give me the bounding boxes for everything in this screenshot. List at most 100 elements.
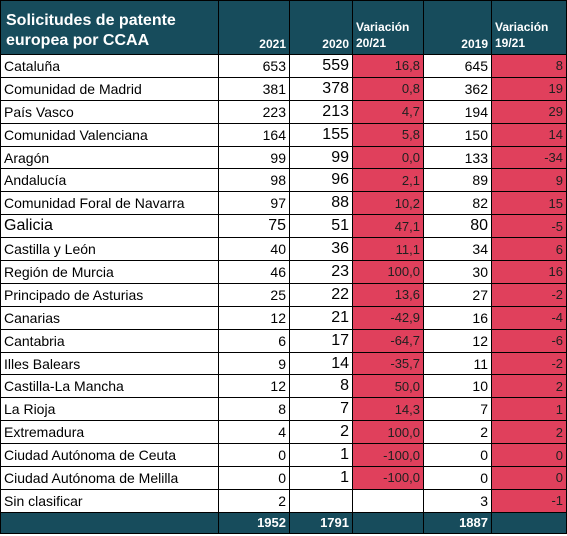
value-2019: 16 [423, 305, 492, 330]
variation-19-21: 0 [491, 443, 567, 468]
header-row: Solicitudes de patente europea por CCAA … [0, 0, 567, 55]
value-2021: 12 [218, 305, 290, 330]
value-2019: 30 [423, 260, 492, 284]
value-2020: 559 [289, 54, 353, 78]
value-2019: 27 [423, 282, 492, 307]
table-row: La Rioja 8 7 14,3 7 1 [0, 397, 567, 422]
totals-label-cell [0, 511, 219, 534]
variation-19-21: 16 [491, 260, 567, 284]
table-row: Cantabria 6 17 -64,7 12 -6 [0, 328, 567, 353]
region-name: Cantabria [0, 328, 219, 353]
value-2019: 0 [423, 443, 492, 468]
variation-19-21: -4 [491, 305, 567, 330]
value-2020: 17 [289, 328, 353, 353]
region-name: Comunidad Foral de Navarra [0, 191, 219, 216]
variation-20-21: 11,1 [352, 237, 424, 262]
value-2020: 14 [289, 351, 353, 376]
variation-19-21: 9 [491, 168, 567, 193]
variation-19-21: 1 [491, 397, 567, 422]
header-2021: 2021 [218, 0, 290, 55]
region-name: Cataluña [0, 54, 219, 78]
variation-19-21: 2 [491, 420, 567, 445]
variation-20-21 [352, 488, 424, 513]
variation-19-21: 29 [491, 99, 567, 124]
variation-20-21: 100,0 [352, 260, 424, 284]
region-name: País Vasco [0, 99, 219, 124]
region-name: La Rioja [0, 397, 219, 422]
value-2020: 7 [289, 397, 353, 422]
region-name: Sin clasificar [0, 488, 219, 513]
value-2019: 133 [423, 145, 492, 170]
variation-20-21: 5,8 [352, 122, 424, 147]
total-var-1921-cell [491, 511, 567, 534]
table-row: Sin clasificar 2 3 -1 [0, 488, 567, 513]
region-name: Canarias [0, 305, 219, 330]
variation-20-21: -100,0 [352, 443, 424, 468]
variation-20-21: 10,2 [352, 191, 424, 216]
value-2020: 21 [289, 305, 353, 330]
value-2021: 2 [218, 488, 290, 513]
value-2019: 89 [423, 168, 492, 193]
variation-19-21: -34 [491, 145, 567, 170]
variation-20-21: 47,1 [352, 214, 424, 239]
value-2019: 150 [423, 122, 492, 147]
value-2019: 80 [423, 214, 492, 239]
value-2020: 22 [289, 282, 353, 307]
region-name: Andalucía [0, 168, 219, 193]
value-2019: 7 [423, 397, 492, 422]
value-2021: 6 [218, 328, 290, 353]
table-row: Canarias 12 21 -42,9 16 -4 [0, 305, 567, 330]
header-2020: 2020 [289, 0, 353, 55]
value-2020: 23 [289, 260, 353, 284]
value-2021: 75 [218, 214, 290, 239]
value-2021: 223 [218, 99, 290, 124]
region-name: Aragón [0, 145, 219, 170]
table-row: Castilla-La Mancha 12 8 50,0 10 2 [0, 374, 567, 399]
value-2021: 653 [218, 54, 290, 78]
total-2019: 1887 [423, 511, 492, 534]
variation-19-21: 19 [491, 76, 567, 101]
variation-20-21: 0,0 [352, 145, 424, 170]
header-variation-19-21: Variación 19/21 [491, 0, 567, 55]
table-row: Ciudad Autónoma de Ceuta 0 1 -100,0 0 0 [0, 443, 567, 468]
total-2021: 1952 [218, 511, 290, 534]
value-2021: 9 [218, 351, 290, 376]
table-row: Comunidad de Madrid 381 378 0,8 362 19 [0, 76, 567, 101]
value-2020: 1 [289, 443, 353, 468]
variation-19-21: 2 [491, 374, 567, 399]
value-2021: 8 [218, 397, 290, 422]
variation-20-21: 100,0 [352, 420, 424, 445]
value-2021: 40 [218, 237, 290, 262]
variation-19-21: 8 [491, 54, 567, 78]
value-2021: 97 [218, 191, 290, 216]
variation-19-21: -6 [491, 328, 567, 353]
table-row: Galicia 75 51 47,1 80 -5 [0, 214, 567, 239]
table-row: Principado de Asturias 25 22 13,6 27 -2 [0, 282, 567, 307]
variation-20-21: 4,7 [352, 99, 424, 124]
value-2019: 0 [423, 466, 492, 490]
table-row: Comunidad Valenciana 164 155 5,8 150 14 [0, 122, 567, 147]
variation-19-21: 15 [491, 191, 567, 216]
variation-19-21: 0 [491, 466, 567, 490]
table-row: Extremadura 4 2 100,0 2 2 [0, 420, 567, 445]
table-row: Aragón 99 99 0,0 133 -34 [0, 145, 567, 170]
value-2021: 164 [218, 122, 290, 147]
variation-20-21: 0,8 [352, 76, 424, 101]
region-name: Ciudad Autónoma de Melilla [0, 466, 219, 490]
totals-row: 1952 1791 1887 [0, 511, 567, 534]
table-row: País Vasco 223 213 4,7 194 29 [0, 99, 567, 124]
region-name: Galicia [0, 214, 219, 239]
value-2019: 10 [423, 374, 492, 399]
table-row: Ciudad Autónoma de Melilla 0 1 -100,0 0 0 [0, 466, 567, 490]
variation-20-21: -42,9 [352, 305, 424, 330]
region-name: Ciudad Autónoma de Ceuta [0, 443, 219, 468]
table-row: Castilla y León 40 36 11,1 34 6 [0, 237, 567, 262]
variation-20-21: 50,0 [352, 374, 424, 399]
value-2020: 213 [289, 99, 353, 124]
region-name: Región de Murcia [0, 260, 219, 284]
table-row: Cataluña 653 559 16,8 645 8 [0, 54, 567, 78]
region-name: Extremadura [0, 420, 219, 445]
value-2021: 381 [218, 76, 290, 101]
variation-19-21: -2 [491, 351, 567, 376]
